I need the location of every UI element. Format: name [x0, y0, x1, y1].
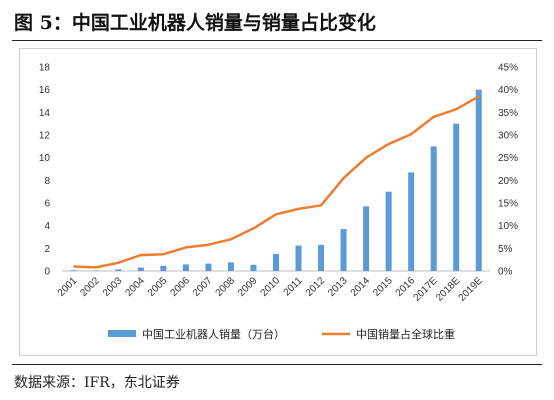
bar-2007 [205, 263, 212, 271]
source-rule [12, 364, 542, 365]
y-left-tick-label: 14 [39, 108, 51, 119]
bar-2006 [182, 264, 189, 271]
x-tick-label: 2005 [146, 275, 170, 299]
bar-2004 [137, 267, 144, 271]
y-right-tick-label: 30% [498, 131, 518, 142]
x-tick-label: 2007 [191, 275, 215, 299]
title-rule [12, 40, 542, 41]
bar-2001 [70, 270, 77, 271]
bar-2018E [453, 123, 460, 272]
y-left-tick-label: 8 [44, 176, 50, 187]
x-tick-label: 2004 [123, 275, 147, 299]
legend-label-share: 中国销量占全球比重 [356, 327, 455, 341]
bar-2010 [273, 254, 279, 271]
y-left-tick-label: 10 [39, 153, 51, 164]
bar-2005 [160, 265, 167, 271]
bar-2017E [430, 146, 437, 271]
x-tick-label: 2011 [282, 275, 305, 298]
x-tick-label: 2013 [326, 275, 350, 299]
x-tick-label: 2018E [434, 275, 462, 303]
legend-swatch-sales [108, 330, 136, 337]
x-tick-label: 2010 [259, 275, 283, 299]
chart-frame: 0 2 4 6 8 10 12 14 16 18 0% 5% 10% 15% 20% 25% 30% 35% 40%… [19, 48, 537, 356]
x-tick-label: 2009 [236, 275, 260, 299]
x-tick-label: 2003 [101, 275, 125, 299]
bar-2011 [295, 245, 302, 271]
x-tick-label: 2014 [349, 275, 373, 299]
y-left-tick-label: 2 [44, 244, 50, 255]
data-source: 数据来源：IFR，东北证券 [14, 375, 180, 391]
share-line [73, 95, 480, 269]
y-left-tick-label: 16 [39, 85, 51, 96]
y-left-tick-label: 4 [44, 221, 50, 232]
bar-2013 [340, 229, 347, 271]
y-right-tick-label: 25% [498, 153, 518, 164]
figure-title: 图 5：中国工业机器人销量与销量占比变化 [14, 12, 376, 34]
bar-2016 [408, 172, 415, 271]
y-left-tick-label: 0 [44, 267, 50, 278]
x-tick-label: 2017E [412, 275, 440, 303]
y-right-tick-label: 35% [498, 108, 518, 119]
x-tick-label: 2008 [214, 275, 238, 299]
x-tick-label: 2002 [78, 275, 102, 299]
bar-2015 [385, 191, 392, 271]
x-tick-label: 2019E [457, 275, 485, 303]
y-left-tick-label: 6 [44, 199, 50, 210]
y-right-tick-label: 45% [498, 63, 518, 74]
x-tick-label: 2015 [371, 275, 395, 299]
combo-chart: 0 2 4 6 8 10 12 14 16 18 0% 5% 10% 15% 20% 25% 30% 35% 40%… [39, 63, 518, 342]
y-left-tick-label: 18 [39, 63, 51, 74]
y-right-tick-label: 20% [498, 176, 518, 187]
y-left-tick-label: 12 [39, 131, 51, 142]
y-right-tick-label: 5% [498, 244, 513, 255]
bar-2003 [115, 269, 122, 271]
bar-2008 [227, 262, 234, 271]
y-right-tick-label: 0% [498, 267, 513, 278]
y-right-tick-label: 40% [498, 85, 518, 96]
y-right-tick-label: 15% [498, 199, 518, 210]
x-tick-label: 2001 [56, 275, 80, 299]
x-tick-label: 2006 [169, 275, 193, 299]
legend-label-sales: 中国工业机器人销量（万台） [142, 327, 285, 341]
bar-2009 [250, 264, 257, 271]
bar-2019E [475, 89, 482, 271]
bar-2002 [92, 270, 99, 271]
y-right-tick-label: 10% [498, 221, 518, 232]
x-tick-label: 2012 [304, 275, 328, 299]
bar-2014 [363, 206, 370, 271]
bar-2012 [318, 244, 325, 271]
